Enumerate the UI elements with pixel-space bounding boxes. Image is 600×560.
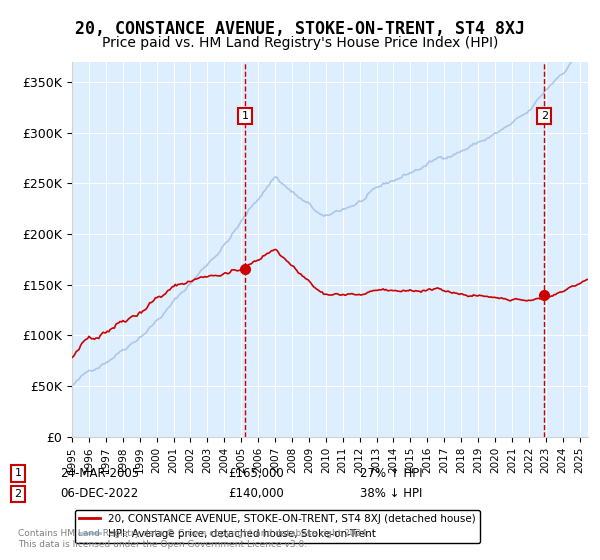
Text: £165,000: £165,000 — [228, 466, 284, 480]
Text: 38% ↓ HPI: 38% ↓ HPI — [360, 487, 422, 501]
Text: £140,000: £140,000 — [228, 487, 284, 501]
Text: 2: 2 — [541, 111, 548, 121]
Text: Price paid vs. HM Land Registry's House Price Index (HPI): Price paid vs. HM Land Registry's House … — [102, 36, 498, 50]
Text: 20, CONSTANCE AVENUE, STOKE-ON-TRENT, ST4 8XJ: 20, CONSTANCE AVENUE, STOKE-ON-TRENT, ST… — [75, 20, 525, 38]
Text: 1: 1 — [241, 111, 248, 121]
Text: 1: 1 — [14, 468, 22, 478]
Text: Contains HM Land Registry data © Crown copyright and database right 2024.
This d: Contains HM Land Registry data © Crown c… — [18, 529, 370, 549]
Text: 24-MAR-2005: 24-MAR-2005 — [60, 466, 139, 480]
Text: 06-DEC-2022: 06-DEC-2022 — [60, 487, 138, 501]
Text: 2: 2 — [14, 489, 22, 499]
Text: 27% ↑ HPI: 27% ↑ HPI — [360, 466, 422, 480]
Legend: 20, CONSTANCE AVENUE, STOKE-ON-TRENT, ST4 8XJ (detached house), HPI: Average pri: 20, CONSTANCE AVENUE, STOKE-ON-TRENT, ST… — [74, 510, 480, 543]
